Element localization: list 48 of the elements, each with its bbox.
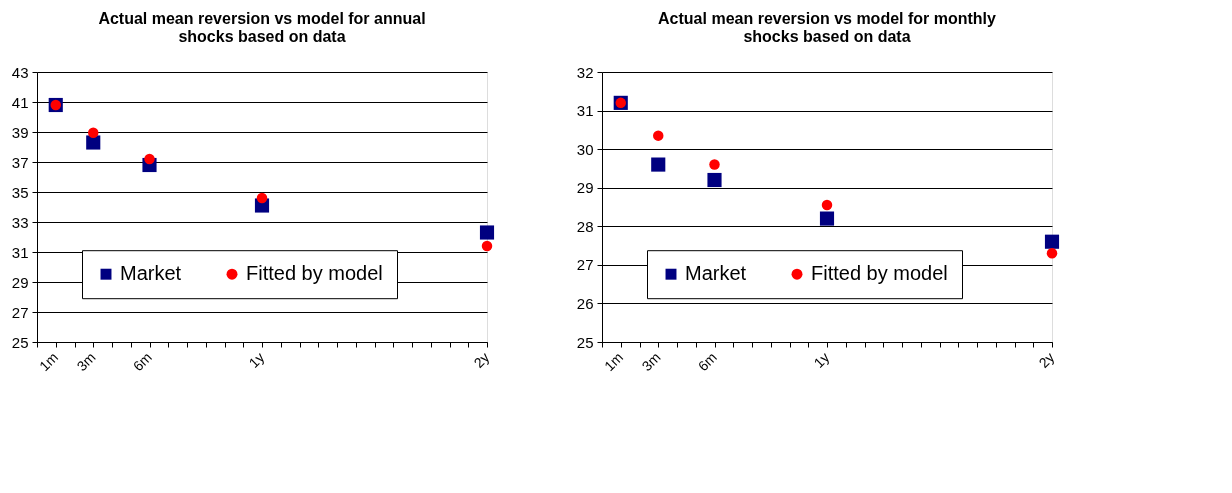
y-tick-label: 33 [11, 213, 29, 231]
y-tick-label: 31 [576, 102, 594, 120]
point [479, 225, 495, 240]
y-tick-label: 28 [576, 217, 594, 235]
y-tick-label: 27 [11, 303, 29, 321]
y-tick-label: 31 [11, 243, 29, 261]
point [256, 192, 268, 204]
y-tick-label: 29 [576, 179, 594, 197]
y-tick-label: 32 [576, 63, 594, 81]
x-tick-label: 6m [129, 349, 155, 375]
point [821, 199, 833, 211]
x-tick-label: 2y [1035, 349, 1058, 371]
legend-label: Fitted by model [246, 262, 383, 285]
point [88, 127, 99, 138]
chart-title: Actual mean reversion vs model for monthly shocks based on data [658, 10, 997, 45]
y-tick-label: 41 [11, 93, 29, 111]
point [144, 153, 155, 165]
y-tick-label: 25 [576, 333, 594, 351]
x-tick-label: 1y [245, 349, 268, 371]
y-tick-label: 30 [576, 140, 594, 158]
x-tick-label: 6m [694, 349, 720, 375]
x-tick-label: 3m [73, 349, 99, 375]
point [709, 159, 720, 170]
point [653, 130, 664, 141]
y-tick-label: 39 [11, 123, 29, 141]
legend-label: Market [685, 262, 747, 285]
y-tick-label: 27 [576, 256, 594, 274]
point [651, 157, 666, 172]
y-tick-label: 43 [11, 63, 29, 81]
point [707, 172, 722, 188]
point [1046, 248, 1058, 259]
point [1044, 234, 1060, 249]
chart-title: Actual mean reversion vs model for annual shocks based on data [98, 10, 426, 45]
point [819, 211, 835, 226]
y-tick-label: 25 [11, 333, 29, 351]
x-tick-label: 1m [36, 349, 62, 375]
y-tick-label: 29 [11, 273, 29, 291]
y-tick-label: 35 [11, 183, 29, 201]
x-tick-label: 1m [601, 349, 627, 375]
point [481, 240, 493, 252]
x-tick-label: 2y [470, 349, 493, 371]
y-tick-label: 26 [576, 294, 594, 312]
y-tick-label: 37 [11, 153, 29, 171]
legend-label: Market [120, 262, 182, 285]
x-tick-label: 3m [638, 349, 664, 375]
legend-label: Fitted by model [811, 262, 948, 285]
point [86, 135, 101, 150]
x-tick-label: 1y [810, 349, 833, 371]
